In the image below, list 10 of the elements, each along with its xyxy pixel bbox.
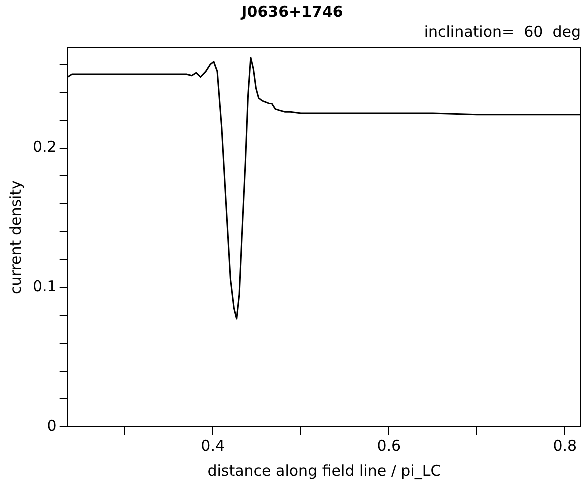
y-tick-label: 0.1 bbox=[32, 278, 57, 296]
y-axis-title: current density bbox=[6, 180, 25, 294]
x-tick-label: 0.8 bbox=[553, 436, 578, 455]
y-tick-label: 0 bbox=[47, 416, 57, 435]
x-tick-label: 0.6 bbox=[377, 436, 402, 455]
chart-subtitle: inclination= 60 deg bbox=[424, 22, 581, 41]
y-tick-label: 0.2 bbox=[32, 138, 57, 156]
x-tick-label: 0.4 bbox=[201, 436, 226, 455]
chart-title: J0636+1746 bbox=[240, 2, 344, 21]
x-axis-title: distance along field line / pi_LC bbox=[208, 462, 442, 480]
